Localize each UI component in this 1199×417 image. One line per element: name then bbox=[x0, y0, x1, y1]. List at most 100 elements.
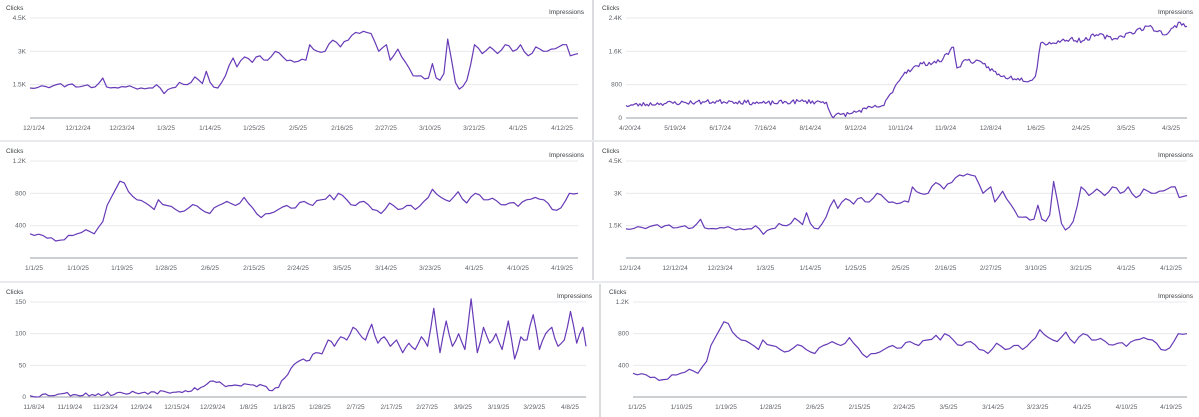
x-tick-label: 3/23/25 bbox=[1027, 404, 1049, 411]
x-tick-label: 5/19/24 bbox=[664, 125, 686, 132]
x-tick-label: 4/12/25 bbox=[1160, 265, 1182, 272]
y-tick-label: 1.6K bbox=[609, 48, 623, 55]
x-tick-label: 11/9/24 bbox=[935, 125, 957, 132]
x-tick-label: 4/3/25 bbox=[1162, 125, 1180, 132]
x-tick-label: 4/19/25 bbox=[551, 265, 573, 272]
x-tick-label: 12/9/24 bbox=[130, 404, 152, 411]
y-tick-label: 50 bbox=[19, 362, 27, 369]
x-tick-label: 4/10/25 bbox=[1116, 404, 1138, 411]
x-tick-label: 4/19/25 bbox=[1160, 404, 1182, 411]
x-tick-label: 2/15/25 bbox=[849, 404, 871, 411]
x-tick-label: 1/6/25 bbox=[1027, 125, 1045, 132]
x-tick-label: 3/21/25 bbox=[1070, 265, 1092, 272]
y-axis-title: Clicks bbox=[6, 289, 24, 296]
x-tick-label: 12/23/24 bbox=[708, 265, 734, 272]
x-tick-label: 1/14/25 bbox=[199, 125, 221, 132]
x-tick-label: 4/10/25 bbox=[507, 265, 529, 272]
x-tick-label: 1/10/25 bbox=[67, 265, 89, 272]
x-tick-label: 4/1/25 bbox=[509, 125, 527, 132]
x-tick-label: 12/1/24 bbox=[23, 125, 45, 132]
x-tick-label: 1/10/25 bbox=[671, 404, 693, 411]
x-tick-label: 2/27/25 bbox=[416, 404, 438, 411]
x-tick-label: 3/14/25 bbox=[375, 265, 397, 272]
y-tick-label: 0 bbox=[618, 115, 622, 122]
chart-panel-4: Clicks Impressions 1.5K 3K 4.5K 12/1/24 12/12/… bbox=[596, 143, 1199, 278]
x-tick-label: 1/28/25 bbox=[155, 265, 177, 272]
y-tick-label: 150 bbox=[15, 299, 26, 306]
y-tick-label: 800 bbox=[15, 190, 26, 197]
clicks-series-line bbox=[625, 173, 1188, 235]
y-tick-label: 1.2K bbox=[616, 299, 630, 306]
x-tick-label: 1/28/25 bbox=[309, 404, 331, 411]
y-tick-label: 1.2K bbox=[13, 158, 27, 165]
chart-panel-6: Clicks Impressions 400 800 1.2K 1/1/25 1/10/25… bbox=[603, 284, 1199, 417]
x-tick-label: 1/19/25 bbox=[111, 265, 133, 272]
x-tick-label: 2/16/25 bbox=[935, 265, 957, 272]
x-tick-label: 4/1/25 bbox=[1117, 265, 1135, 272]
x-tick-label: 3/9/25 bbox=[454, 404, 472, 411]
y-axis-title: Clicks bbox=[6, 5, 24, 12]
x-tick-label: 3/10/25 bbox=[1025, 265, 1047, 272]
legend-impressions: Impressions bbox=[549, 9, 585, 16]
x-tick-label: 2/5/25 bbox=[891, 265, 909, 272]
chart-panel-5: Clicks Impressions 0 50 100 150 11/8/24 11/19/2… bbox=[0, 284, 598, 417]
x-tick-label: 3/14/25 bbox=[982, 404, 1004, 411]
x-tick-label: 7/16/24 bbox=[754, 125, 776, 132]
x-tick-label: 12/23/24 bbox=[109, 125, 135, 132]
x-tick-label: 9/12/24 bbox=[845, 125, 867, 132]
x-tick-label: 2/27/25 bbox=[375, 125, 397, 132]
legend-impressions: Impressions bbox=[549, 152, 585, 159]
x-tick-label: 11/23/24 bbox=[93, 404, 118, 411]
x-tick-label: 1/3/25 bbox=[756, 265, 774, 272]
y-axis-title: Clicks bbox=[602, 5, 620, 12]
clicks-series-line bbox=[29, 30, 579, 95]
x-tick-label: 4/1/25 bbox=[465, 265, 483, 272]
chart-3-svg: Clicks Impressions 400 800 1.2K 1/1/25 1/10/25… bbox=[6, 148, 585, 272]
x-tick-label: 2/17/25 bbox=[380, 404, 402, 411]
chart-2-svg: Clicks Impressions 0 800 1.6K 2.4K 4/20/24 5/19… bbox=[602, 5, 1194, 132]
x-tick-label: 3/5/25 bbox=[333, 265, 351, 272]
y-tick-label: 800 bbox=[611, 82, 622, 89]
x-tick-label: 1/8/25 bbox=[239, 404, 257, 411]
y-tick-label: 2.4K bbox=[609, 15, 623, 22]
y-tick-label: 4.5K bbox=[609, 158, 623, 165]
x-tick-label: 4/8/25 bbox=[561, 404, 579, 411]
y-tick-label: 3K bbox=[18, 48, 27, 55]
x-tick-label: 1/1/25 bbox=[25, 265, 43, 272]
y-tick-label: 4.5K bbox=[13, 15, 27, 22]
x-tick-label: 11/8/24 bbox=[23, 404, 45, 411]
legend-impressions: Impressions bbox=[1158, 152, 1194, 159]
y-tick-label: 1.5K bbox=[13, 82, 27, 89]
x-tick-label: 2/4/25 bbox=[1072, 125, 1090, 132]
x-tick-label: 3/29/25 bbox=[523, 404, 545, 411]
clicks-series-line bbox=[29, 180, 579, 242]
x-tick-label: 12/15/24 bbox=[164, 404, 190, 411]
horizontal-divider-1 bbox=[0, 140, 1199, 142]
chart-panel-2: Clicks Impressions 0 800 1.6K 2.4K 4/20/24 5/19… bbox=[596, 0, 1199, 138]
y-tick-label: 400 bbox=[15, 223, 26, 230]
x-tick-label: 2/24/25 bbox=[287, 265, 309, 272]
x-tick-label: 12/12/24 bbox=[65, 125, 91, 132]
x-tick-label: 1/18/25 bbox=[273, 404, 295, 411]
chart-panel-3: Clicks Impressions 400 800 1.2K 1/1/25 1/10/25… bbox=[0, 143, 590, 278]
x-tick-label: 3/19/25 bbox=[488, 404, 510, 411]
x-tick-label: 8/14/24 bbox=[799, 125, 821, 132]
x-tick-label: 1/3/25 bbox=[157, 125, 175, 132]
x-tick-label: 12/8/24 bbox=[980, 125, 1002, 132]
x-tick-label: 2/16/25 bbox=[331, 125, 353, 132]
x-tick-label: 2/6/25 bbox=[201, 265, 219, 272]
x-tick-label: 3/21/25 bbox=[463, 125, 485, 132]
x-tick-label: 2/27/25 bbox=[980, 265, 1002, 272]
x-tick-label: 3/10/25 bbox=[419, 125, 441, 132]
legend-impressions: Impressions bbox=[1158, 9, 1194, 16]
chart-panel-1: Clicks Impressions 1.5K 3K 4.5K 12/1/24 12/12/… bbox=[0, 0, 590, 138]
x-tick-label: 12/1/24 bbox=[619, 265, 641, 272]
x-tick-label: 2/24/25 bbox=[893, 404, 915, 411]
x-tick-label: 6/17/24 bbox=[709, 125, 731, 132]
horizontal-divider-2 bbox=[0, 281, 1199, 283]
chart-1-svg: Clicks Impressions 1.5K 3K 4.5K 12/1/24 12/12/… bbox=[6, 5, 585, 132]
x-tick-label: 10/11/24 bbox=[888, 125, 913, 132]
x-tick-label: 2/7/25 bbox=[347, 404, 365, 411]
legend-impressions: Impressions bbox=[1158, 293, 1194, 300]
x-tick-label: 2/5/25 bbox=[289, 125, 307, 132]
